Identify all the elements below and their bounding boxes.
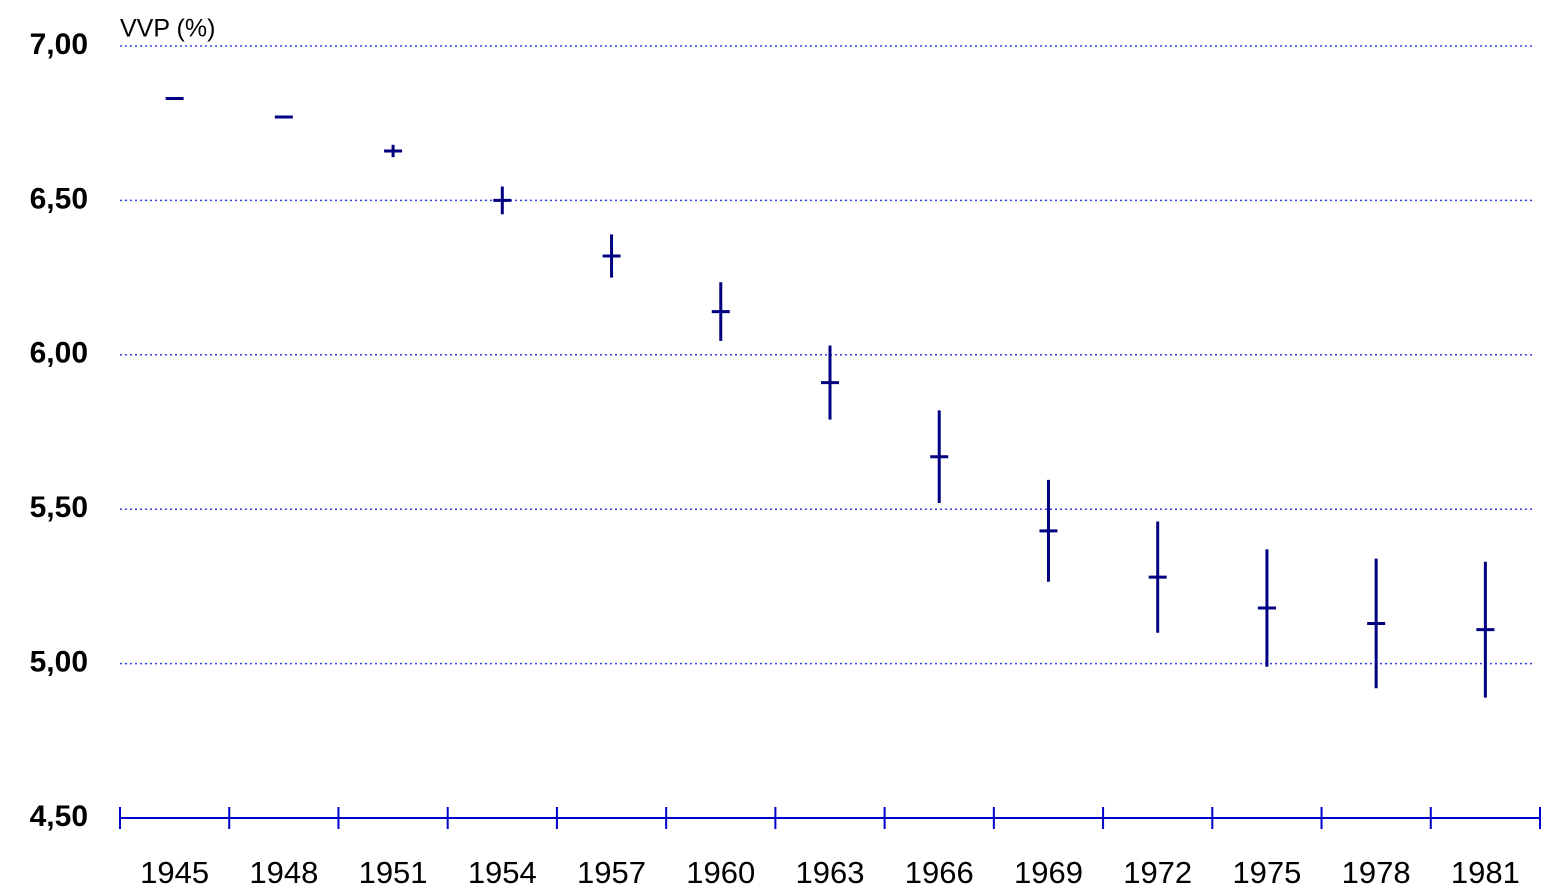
x-tick-label: 1948 (249, 855, 318, 890)
y-tick-label: 4,50 (30, 800, 88, 833)
x-tick-label: 1981 (1451, 855, 1520, 890)
y-tick-label: 6,50 (30, 182, 88, 215)
x-tick-label: 1945 (140, 855, 209, 890)
x-tick-label: 1963 (796, 855, 865, 890)
y-tick-label: 7,00 (30, 28, 88, 61)
x-tick-label: 1954 (468, 855, 537, 890)
y-tick-label: 5,00 (30, 646, 88, 679)
x-tick-label: 1972 (1123, 855, 1192, 890)
x-tick-label: 1975 (1232, 855, 1301, 890)
x-tick-label: 1957 (577, 855, 646, 890)
y-tick-label: 6,00 (30, 337, 88, 370)
y-axis-title: VVP (%) (120, 15, 215, 43)
x-tick-label: 1966 (905, 855, 974, 890)
x-tick-label: 1951 (359, 855, 428, 890)
x-tick-label: 1978 (1342, 855, 1411, 890)
y-tick-label: 5,50 (30, 491, 88, 524)
x-tick-label: 1969 (1014, 855, 1083, 890)
x-tick-label: 1960 (686, 855, 755, 890)
